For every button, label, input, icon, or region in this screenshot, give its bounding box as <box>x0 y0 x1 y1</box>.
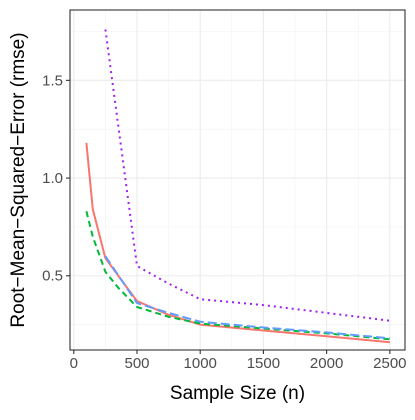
x-tick-label: 1500 <box>247 355 280 372</box>
y-tick-label: 1.5 <box>42 72 63 89</box>
series-line-1 <box>85 142 390 344</box>
x-tick-label: 2500 <box>373 355 406 372</box>
grid-lines <box>70 10 405 350</box>
x-axis-ticks: 0 500 1000 1500 2000 2500 <box>70 350 407 372</box>
x-tick-label: 0 <box>70 355 78 372</box>
x-axis-label: Sample Size (n) <box>170 383 305 404</box>
y-tick-label: 0.5 <box>42 268 63 285</box>
panel-background <box>70 10 405 350</box>
series-line-3 <box>104 255 390 340</box>
y-tick-label: 1.0 <box>42 170 63 187</box>
series-lines <box>85 29 390 344</box>
y-axis-label: Root−Mean−Squared−Error (rmse) <box>8 32 29 327</box>
x-tick-label: 2000 <box>310 355 343 372</box>
x-tick-label: 500 <box>124 355 149 372</box>
panel-border <box>69 9 406 351</box>
y-axis-ticks: 0.5 1.0 1.5 <box>42 72 70 285</box>
series-line-2 <box>85 211 390 341</box>
x-tick-label: 1000 <box>184 355 217 372</box>
